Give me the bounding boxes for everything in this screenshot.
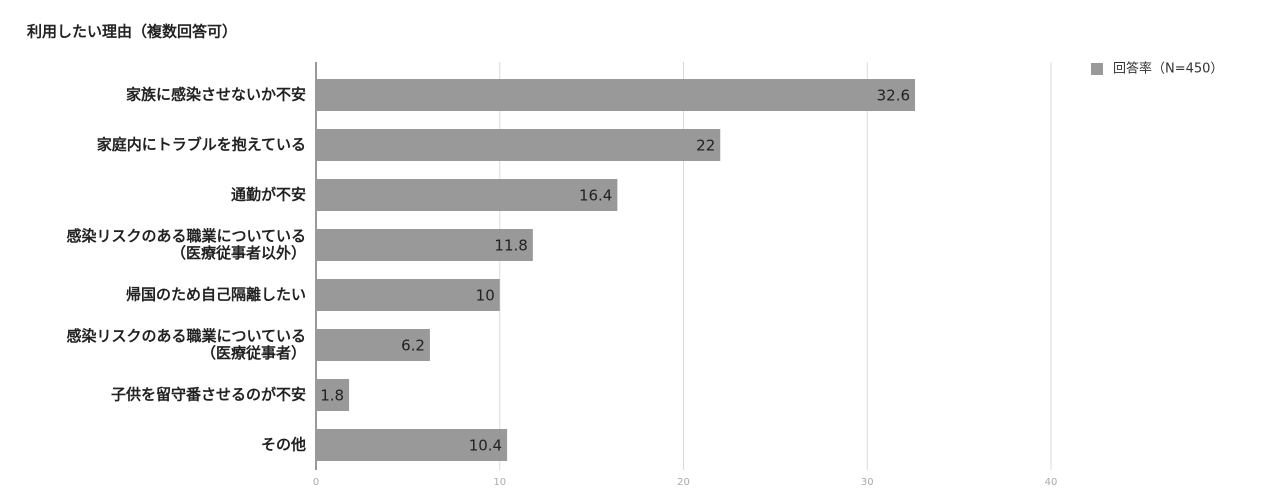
value-label: 1.8: [320, 387, 344, 405]
x-tick-label: 30: [861, 477, 874, 488]
value-label: 16.4: [579, 187, 612, 205]
value-label: 10: [476, 287, 495, 305]
y-tick-label: 家庭内にトラブルを抱えている: [96, 135, 306, 154]
value-label: 32.6: [877, 87, 910, 105]
y-tick-label: 通勤が不安: [230, 185, 306, 204]
y-tick-label: 感染リスクのある職業についている （医療従事者）: [66, 327, 306, 362]
bar: [316, 179, 618, 211]
value-label: 6.2: [401, 337, 425, 355]
bar: [316, 329, 430, 361]
y-tick-label: 帰国のため自己隔離したい: [125, 285, 306, 304]
y-tick-label: 感染リスクのある職業についている （医療従事者以外）: [66, 227, 306, 262]
bar: [316, 429, 508, 461]
x-tick-label: 40: [1045, 477, 1058, 488]
value-label: 10.4: [469, 437, 502, 455]
bar: [316, 379, 350, 411]
x-tick-label: 20: [677, 477, 690, 488]
x-tick-label: 10: [493, 477, 506, 488]
bar: [316, 129, 721, 161]
chart-title: 利用したい理由（複数回答可）: [27, 23, 237, 41]
x-tick-label: 0: [313, 477, 319, 488]
y-tick-label: 子供を留守番させるのが不安: [110, 385, 306, 404]
legend-swatch: [1091, 63, 1103, 75]
value-label: 11.8: [494, 237, 527, 255]
bar: [316, 279, 500, 311]
value-label: 22: [696, 137, 715, 155]
bar: [316, 79, 916, 111]
bar: [316, 229, 533, 261]
legend-label: 回答率（N=450）: [1113, 61, 1223, 77]
y-tick-label: 家族に感染させないか不安: [125, 85, 306, 104]
y-tick-label: その他: [260, 435, 306, 454]
